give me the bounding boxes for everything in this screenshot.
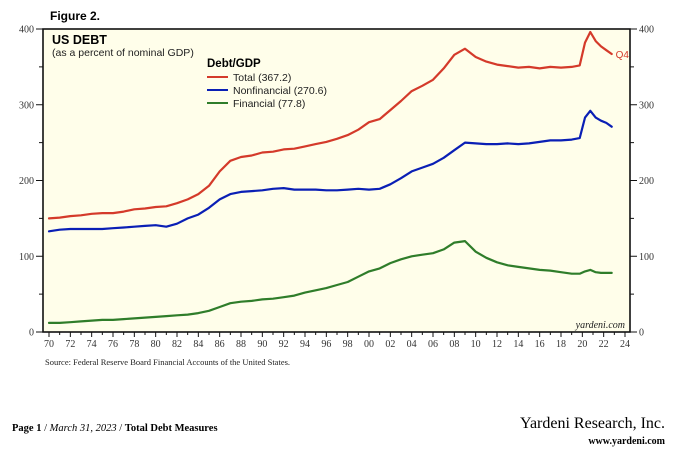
- x-tick-label: 72: [65, 339, 75, 350]
- y-left-tick-label: 200: [19, 176, 34, 187]
- x-tick-label: 02: [385, 339, 395, 350]
- figure-label: Figure 2.: [50, 9, 101, 23]
- y-left-tick-label: 100: [19, 252, 34, 263]
- y-axis-left: 0 100 200 300 400: [19, 25, 43, 339]
- x-tick-label: 84: [193, 339, 203, 350]
- y-right-tick-label: 400: [639, 25, 654, 36]
- series-lines: [47, 30, 613, 324]
- chart-subtitle: (as a percent of nominal GDP): [52, 47, 194, 59]
- x-tick-label: 18: [556, 339, 566, 350]
- y-left-tick-label: 400: [19, 25, 34, 36]
- x-tick-label: 94: [300, 339, 310, 350]
- x-tick-label: 16: [535, 339, 545, 350]
- x-tick-label: 74: [87, 339, 97, 350]
- legend-label-financial: Financial (77.8): [233, 98, 305, 110]
- footer-separator: /: [41, 423, 50, 434]
- footer-page: Page 1: [12, 423, 42, 434]
- x-tick-label: 80: [151, 339, 161, 350]
- x-tick-label: 24: [620, 339, 630, 350]
- y-right-tick-label: 0: [639, 328, 644, 339]
- x-tick-label: 88: [236, 339, 246, 350]
- x-tick-label: 78: [129, 339, 139, 350]
- footer-date: March 31, 2023: [49, 423, 117, 434]
- x-tick-label: 12: [492, 339, 502, 350]
- x-tick-label: 92: [279, 339, 289, 350]
- x-tick-label: 06: [428, 339, 438, 350]
- legend-label-total: Total (367.2): [233, 72, 291, 84]
- x-tick-label: 96: [321, 339, 331, 350]
- x-tick-label: 00: [364, 339, 374, 350]
- footer-url[interactable]: www.yardeni.com: [588, 436, 665, 447]
- x-tick-label: 10: [471, 339, 481, 350]
- watermark: yardeni.com: [575, 320, 625, 331]
- series-line-nonfinancial: [47, 109, 613, 233]
- x-tick-label: 70: [44, 339, 54, 350]
- x-tick-label: 82: [172, 339, 182, 350]
- footer-page-info: Page 1 / March 31, 2023 / Total Debt Mea…: [12, 423, 218, 434]
- y-right-tick-label: 300: [639, 100, 654, 111]
- x-tick-label: 90: [257, 339, 267, 350]
- series-line-financial: [47, 240, 613, 324]
- x-tick-label: 14: [513, 339, 523, 350]
- y-right-tick-label: 100: [639, 252, 654, 263]
- chart-title: US DEBT: [52, 33, 107, 47]
- legend-label-nonfinancial: Nonfinancial (270.6): [233, 85, 327, 97]
- y-axis-right: 0 100 200 300 400: [630, 25, 654, 339]
- source-note: Source: Federal Reserve Board Financial …: [45, 357, 291, 367]
- series-line-total: [47, 30, 613, 220]
- y-left-tick-label: 0: [29, 328, 34, 339]
- annotation-q4: Q4: [616, 50, 630, 61]
- y-left-tick-label: 300: [19, 100, 34, 111]
- x-tick-label: 22: [599, 339, 609, 350]
- x-tick-label: 86: [215, 339, 225, 350]
- x-tick-label: 08: [449, 339, 459, 350]
- x-tick-label: 98: [343, 339, 353, 350]
- footer-separator: /: [116, 423, 125, 434]
- footer-company: Yardeni Research, Inc.: [520, 415, 665, 432]
- plot-area: [42, 28, 631, 333]
- x-tick-label: 20: [577, 339, 587, 350]
- legend-title: Debt/GDP: [207, 58, 261, 70]
- y-right-tick-label: 200: [639, 176, 654, 187]
- x-axis: 70 72 74 76 78 80 82 84 86 88 90 92 94 96 98 00 02 04 06 08…: [44, 332, 630, 350]
- footer-doc-title: Total Debt Measures: [124, 423, 218, 434]
- x-tick-label: 76: [108, 339, 118, 350]
- x-tick-label: 04: [407, 339, 417, 350]
- legend: Debt/GDP Total (367.2) Nonfinancial (270…: [207, 58, 327, 110]
